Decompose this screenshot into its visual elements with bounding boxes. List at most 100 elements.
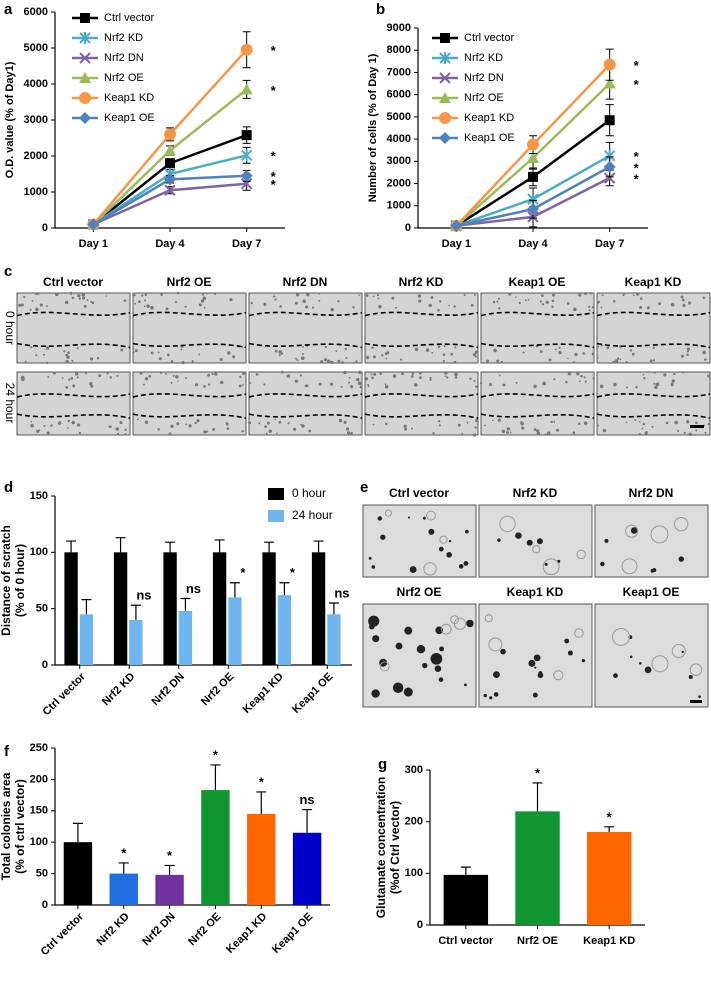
bubble — [612, 627, 630, 646]
x-tick-label: Nrf2 KD — [100, 671, 137, 708]
significance: ns — [334, 585, 349, 600]
cell-texture — [665, 421, 669, 425]
cell-texture — [213, 292, 217, 295]
cell-texture — [170, 360, 174, 363]
cell-texture — [323, 358, 328, 362]
cell-texture — [52, 371, 56, 375]
cell-texture — [144, 293, 147, 296]
colony — [403, 687, 413, 697]
cell-texture — [470, 303, 474, 307]
cell-texture — [302, 346, 304, 348]
image-label: Nrf2 OE — [397, 585, 442, 599]
cell-texture — [566, 302, 570, 305]
cell-texture — [367, 385, 370, 388]
scratch-edge — [596, 342, 711, 349]
cell-texture — [419, 376, 422, 380]
cell-texture — [453, 360, 457, 364]
cell-texture — [366, 356, 370, 360]
y-tick-label: 300 — [405, 764, 423, 776]
marker — [528, 171, 538, 182]
cell-texture — [704, 431, 707, 434]
cell-texture — [498, 374, 501, 377]
cell-texture — [108, 425, 110, 428]
cell-texture — [67, 419, 70, 422]
cell-texture — [635, 292, 640, 296]
colony — [497, 538, 501, 542]
cell-texture — [410, 375, 414, 378]
cell-texture — [537, 429, 540, 432]
cell-texture — [55, 292, 59, 297]
colony — [392, 682, 404, 693]
cell-texture — [635, 386, 638, 389]
cell-texture — [687, 301, 692, 305]
cell-texture — [136, 418, 139, 421]
bubble — [673, 516, 689, 532]
micrograph — [364, 371, 479, 436]
scratch-edge — [364, 393, 479, 398]
cell-texture — [606, 346, 610, 350]
scratch-edge — [596, 311, 711, 317]
cell-texture — [30, 346, 33, 349]
micrograph — [596, 292, 711, 364]
error-bar — [264, 541, 275, 553]
marker — [164, 184, 176, 196]
panel-letter: c — [4, 263, 12, 280]
bubble — [439, 535, 448, 544]
cell-texture — [626, 386, 628, 389]
image-label: Ctrl vector — [389, 486, 449, 500]
cell-texture — [492, 419, 494, 422]
cell-texture — [572, 361, 576, 364]
micrograph — [362, 504, 477, 578]
cell-texture — [506, 427, 511, 431]
cell-texture — [364, 292, 367, 295]
cell-texture — [166, 353, 170, 357]
bar — [63, 842, 93, 905]
cell-texture — [205, 292, 208, 295]
cell-texture — [640, 297, 643, 300]
error-bar — [115, 537, 126, 553]
error-bar — [118, 862, 129, 874]
legend-marker — [439, 132, 451, 144]
cell-texture — [274, 349, 278, 353]
cell-texture — [258, 422, 261, 425]
cell-texture — [170, 424, 174, 428]
cell-texture — [484, 424, 486, 427]
colony — [438, 546, 444, 552]
bar — [129, 619, 143, 665]
bar — [155, 874, 184, 905]
panel-letter: b — [376, 1, 385, 18]
cell-texture — [132, 351, 135, 354]
cell-texture — [295, 293, 300, 297]
cell-texture — [47, 376, 50, 379]
cell-texture — [583, 376, 586, 379]
cell-texture — [203, 306, 206, 309]
cell-texture — [36, 292, 40, 295]
cell-texture — [372, 295, 375, 298]
cell-texture — [71, 359, 74, 363]
scratch-edge — [480, 413, 595, 419]
legend-marker — [439, 72, 451, 84]
cell-texture — [355, 360, 358, 363]
cell-texture — [359, 385, 363, 389]
cell-texture — [242, 372, 246, 375]
significance: * — [634, 149, 640, 164]
cell-texture — [78, 431, 82, 435]
micrograph — [594, 504, 709, 578]
cell-texture — [384, 383, 387, 386]
legend-marker — [439, 112, 451, 124]
cell-texture — [437, 308, 440, 312]
cell-texture — [50, 424, 53, 427]
error-bar — [229, 582, 240, 598]
cell-texture — [536, 431, 541, 435]
cell-texture — [227, 351, 231, 355]
cell-texture — [311, 306, 315, 309]
y-axis-label: Distance of scratch — [0, 525, 13, 636]
cell-texture — [165, 372, 168, 375]
cell-texture — [522, 351, 525, 354]
cell-texture — [612, 360, 616, 364]
series-line — [92, 88, 248, 226]
scratch-edge — [16, 342, 131, 349]
cell-texture — [431, 351, 434, 354]
cell-texture — [330, 308, 334, 312]
cell-texture — [105, 295, 108, 297]
